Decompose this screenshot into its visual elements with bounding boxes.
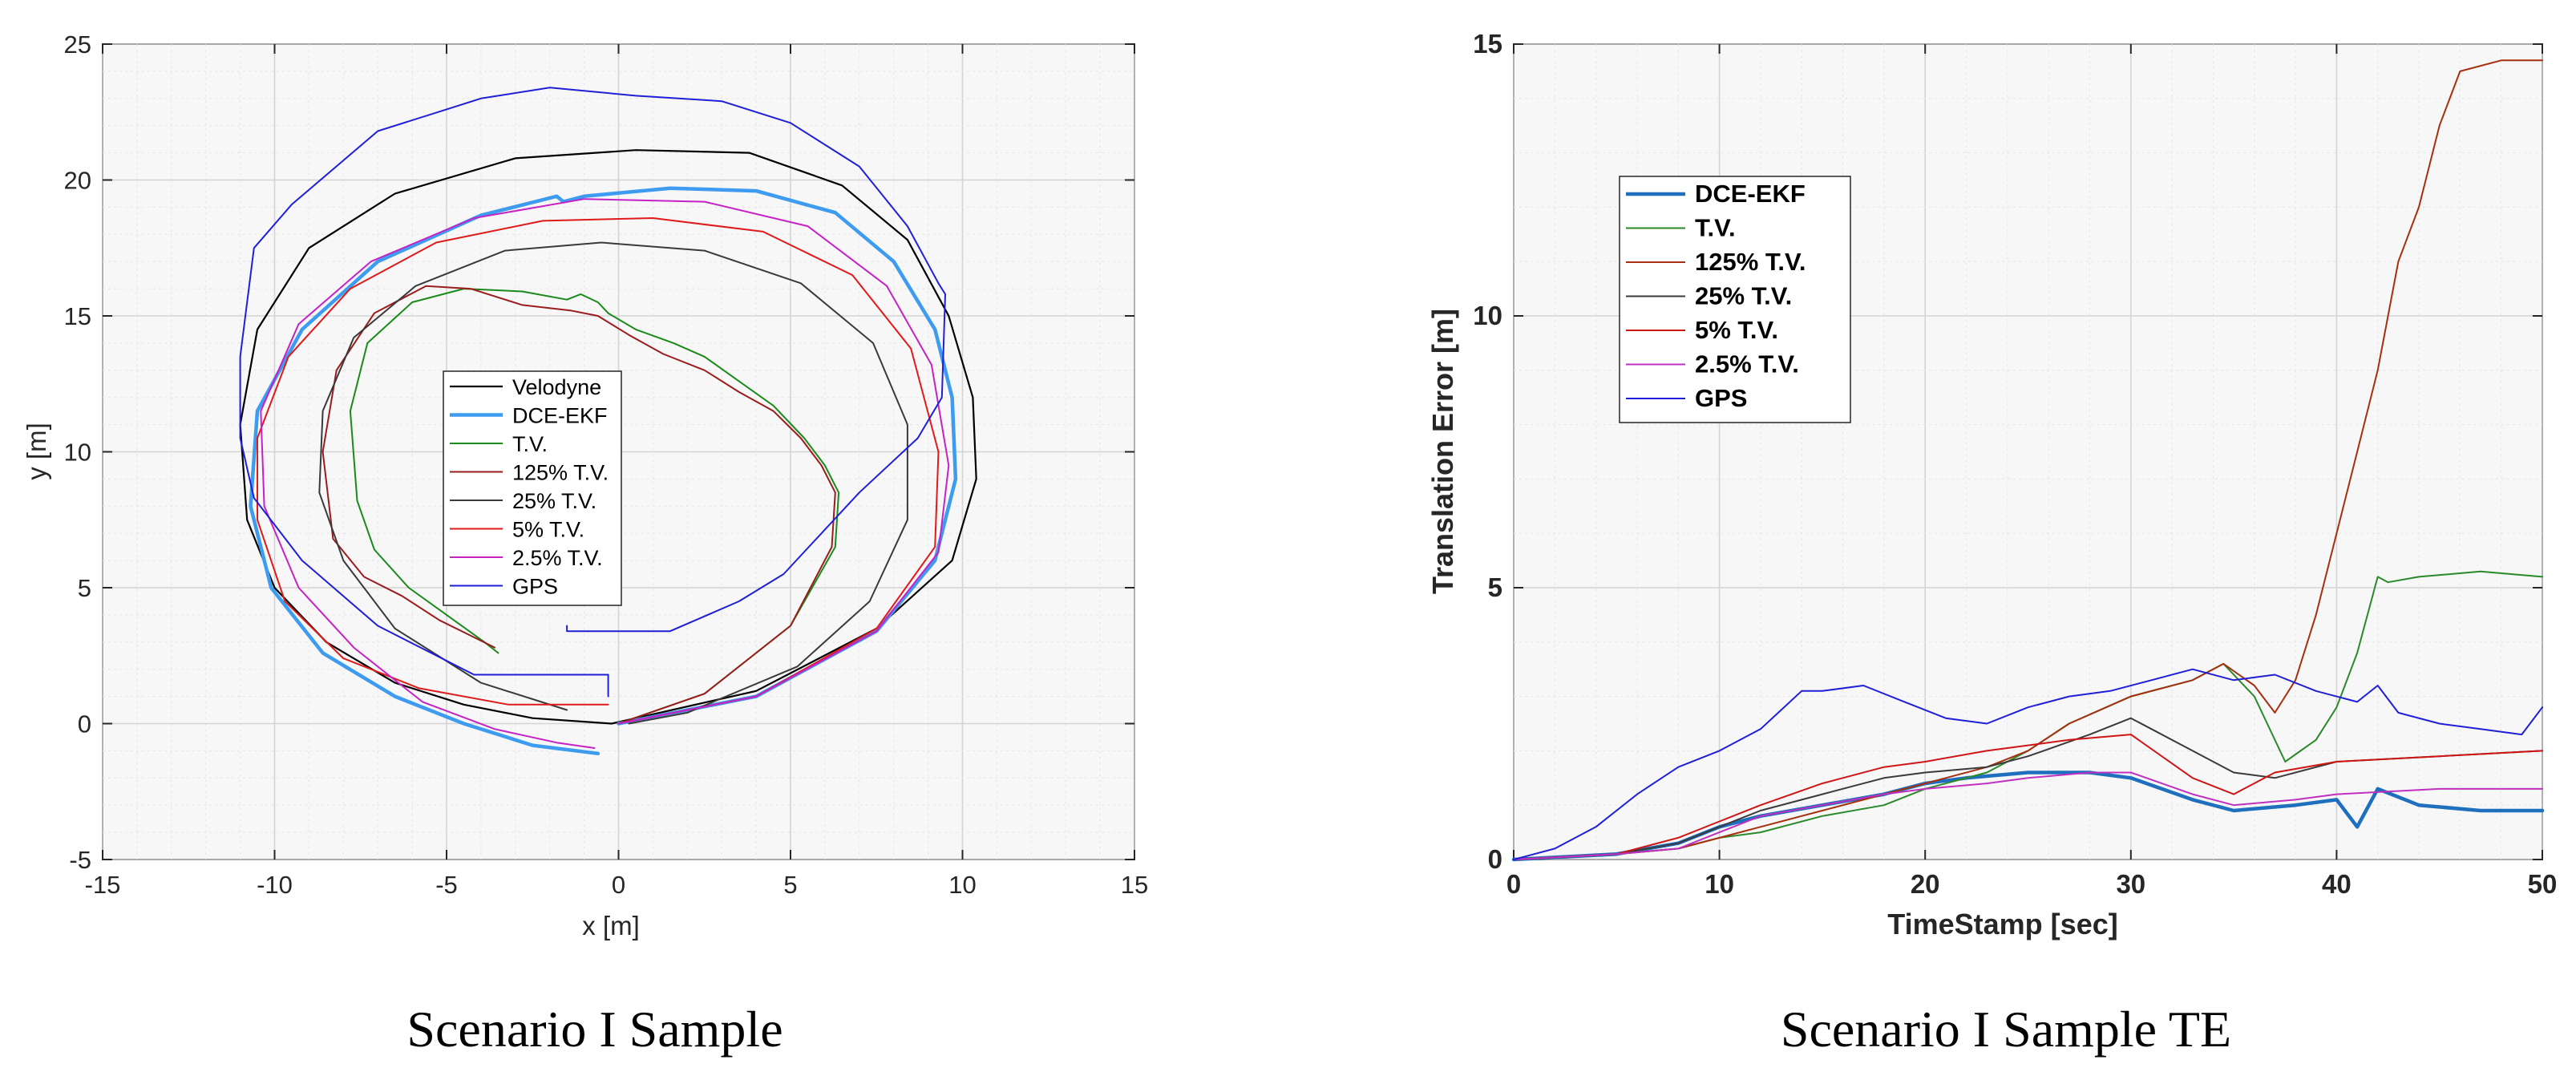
legend-left: Velodyne DCE-EKF T.V. 125% T.V. 25% T.V. 5% T…: [443, 370, 622, 606]
series-line-velodyne: [239, 149, 977, 725]
x-axis-label-right: TimeStamp [sec]: [1887, 908, 2117, 940]
legend-label: T.V.: [512, 432, 548, 456]
legend-label: 2.5% T.V.: [1695, 350, 1799, 378]
y-tick-label: 10: [64, 439, 91, 467]
series-line-5-t-v-: [1513, 734, 2543, 860]
legend-box-right: [1619, 176, 1851, 423]
x-tick-label: 10: [948, 871, 976, 899]
ticks-right: 0 10 20 30 40 50 0 5 10 15: [1473, 29, 2557, 899]
series-line-gps: [1513, 668, 2543, 860]
y-axis-label-left: y [m]: [22, 423, 51, 480]
series-line-2-5-t-v-: [1513, 771, 2543, 860]
y-tick-label: 0: [78, 710, 91, 738]
y-axis-label-right: Translation Error [m]: [1426, 309, 1459, 594]
x-tick-label: -5: [435, 871, 458, 899]
series-line-2-5-t-v-: [260, 198, 950, 749]
caption-right: Scenario I Sample TE: [1781, 1001, 2231, 1058]
x-tick-label: 15: [1121, 871, 1148, 899]
ticks-left: -15 -10 -5 0 5 10 15 -5 0 5 10 15 20 25: [64, 30, 1149, 899]
plot-area-right: [1513, 43, 2543, 860]
legend-label: GPS: [1695, 384, 1747, 412]
y-tick-label: 15: [1473, 29, 1502, 59]
legend-label: 25% T.V.: [1695, 282, 1792, 310]
legend-label: Velodyne: [512, 375, 601, 399]
x-axis-label-left: x [m]: [582, 911, 640, 940]
legend-label: 125% T.V.: [512, 461, 609, 485]
y-tick-label: 15: [64, 302, 91, 330]
legend-label: GPS: [512, 575, 558, 599]
legend-label: T.V.: [1695, 214, 1736, 242]
y-tick-label: 5: [1488, 572, 1502, 602]
series-right: [1511, 59, 2545, 862]
x-tick-label: 0: [612, 871, 625, 899]
legend-label: 125% T.V.: [1695, 248, 1806, 276]
series-line-25-t-v-: [1513, 717, 2543, 860]
legend-right: DCE-EKF T.V. 125% T.V. 25% T.V. 5% T.V. 2.5% …: [1619, 176, 1851, 423]
caption-left: Scenario I Sample: [406, 1001, 783, 1058]
grid-right: [1513, 43, 2543, 860]
x-tick-label: 30: [2116, 869, 2145, 899]
chart-right: 0 10 20 30 40 50 0 5 10 15 TimeStamp [sec] Transl…: [1426, 29, 2557, 940]
y-tick-label: 20: [64, 167, 91, 195]
series-line-dce-ekf: [249, 186, 958, 756]
y-tick-label: 5: [78, 574, 91, 602]
legend-label: 2.5% T.V.: [512, 546, 603, 570]
x-tick-label: 40: [2322, 869, 2352, 899]
series-line-125-t-v-: [321, 285, 836, 725]
y-tick-label: -5: [69, 846, 91, 874]
x-tick-label: 5: [783, 871, 797, 899]
chart-left: -15 -10 -5 0 5 10 15 -5 0 5 10 15 20 25 x [m] y [m] V…: [22, 30, 1148, 940]
legend-label: DCE-EKF: [512, 404, 608, 428]
series-line-t-v-: [349, 288, 840, 725]
legend-label: 5% T.V.: [1695, 316, 1778, 344]
legend-label: DCE-EKF: [1695, 180, 1806, 208]
y-tick-label: 25: [64, 30, 91, 59]
series-line-25-t-v-: [318, 241, 908, 725]
legend-box-left: [443, 370, 622, 606]
y-tick-label: 10: [1473, 301, 1502, 330]
x-tick-label: 20: [1911, 869, 1940, 899]
x-tick-label: -10: [257, 871, 293, 899]
x-tick-label: 50: [2528, 869, 2558, 899]
x-tick-label: 0: [1506, 869, 1521, 899]
series-line-gps: [239, 87, 946, 698]
series-left: [239, 87, 977, 756]
series-line-125-t-v-: [1513, 59, 2543, 860]
x-tick-label: -15: [85, 871, 121, 899]
y-tick-label: 0: [1488, 844, 1502, 874]
x-tick-label: 10: [1705, 869, 1734, 899]
legend-label: 25% T.V.: [512, 489, 596, 513]
legend-label: 5% T.V.: [512, 518, 584, 542]
